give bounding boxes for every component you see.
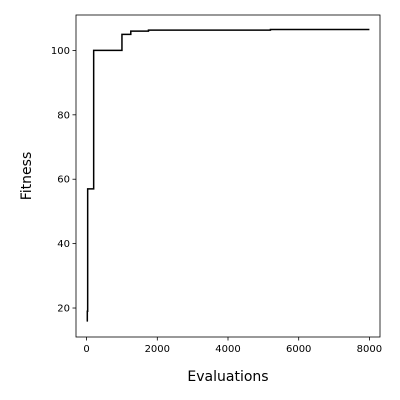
y-tick-label: 80 [57, 110, 70, 121]
x-tick-label: 4000 [215, 344, 240, 355]
x-tick-label: 2000 [145, 344, 170, 355]
x-axis: 0 2000 4000 6000 8000 [83, 337, 382, 355]
x-axis-label: Evaluations [187, 369, 268, 385]
y-tick-label: 60 [57, 175, 70, 186]
x-tick-label: 6000 [286, 344, 311, 355]
y-axis-label: Fitness [19, 152, 35, 201]
y-tick-label: 40 [57, 239, 70, 250]
fitness-series-line [86, 28, 370, 322]
y-tick-label: 20 [57, 304, 70, 315]
x-tick-label: 8000 [357, 344, 382, 355]
x-tick-label: 0 [83, 344, 89, 355]
plot-area [86, 28, 370, 322]
plot-frame [75, 14, 381, 338]
y-tick-label: 100 [51, 46, 70, 57]
y-axis: 20 40 60 80 100 [51, 46, 76, 315]
